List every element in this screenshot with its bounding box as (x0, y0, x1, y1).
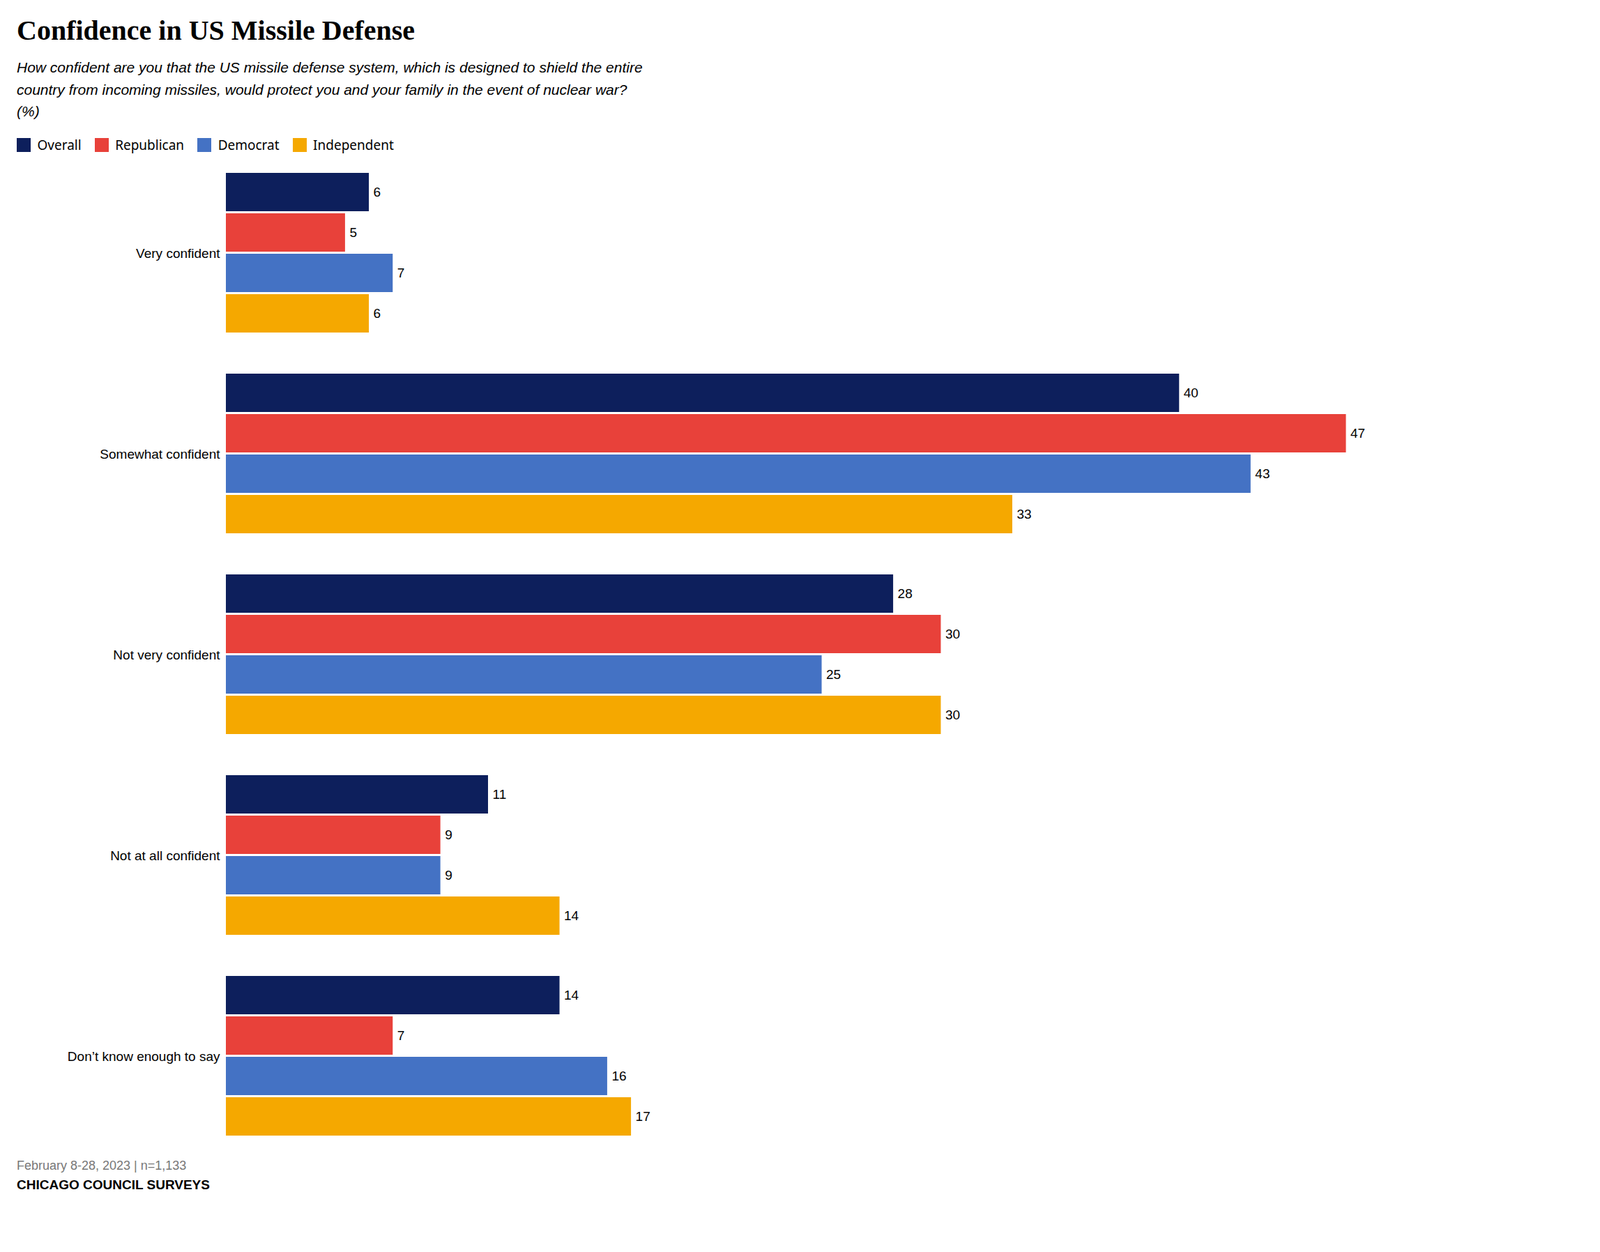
html-text:Confidence in US Missile Defen: Confidence in US Missile Defense (16, 14, 415, 47)
svg-text:9: 9 (444, 867, 453, 883)
html-text:February 8-28, 2023 | n=1,133: February 8-28, 2023 | n=1,133 (16, 1158, 187, 1173)
svg-text:40: 40 (1183, 385, 1199, 401)
svg-text:9: 9 (444, 827, 453, 843)
svg-text:17: 17 (635, 1109, 651, 1124)
svg-text:16: 16 (611, 1068, 627, 1084)
svg-text:Not very confident: Not very confident (112, 647, 221, 663)
svg-text:30: 30 (945, 707, 960, 723)
html-text:Independent: Independent (313, 135, 394, 155)
svg-text:25: 25 (826, 667, 841, 682)
svg-text:47: 47 (1350, 425, 1366, 441)
svg-text:6: 6 (373, 306, 382, 321)
svg-text:7: 7 (397, 265, 406, 281)
svg-text:Don’t know enough to say: Don’t know enough to say (67, 1049, 221, 1064)
svg-text:5: 5 (349, 225, 357, 240)
svg-text:14: 14 (564, 908, 580, 924)
html-text:CHICAGO COUNCIL SURVEYS: CHICAGO COUNCIL SURVEYS (16, 1177, 210, 1193)
svg-text:11: 11 (492, 787, 507, 802)
svg-text:43: 43 (1254, 466, 1270, 482)
svg-text:Very confident: Very confident (135, 246, 221, 261)
svg-text:33: 33 (1017, 506, 1032, 522)
html-text:Republican: Republican (115, 135, 185, 155)
svg-text:Somewhat confident: Somewhat confident (99, 446, 221, 462)
svg-text:7: 7 (397, 1028, 406, 1043)
svg-text:6: 6 (373, 184, 382, 200)
svg-text:28: 28 (897, 586, 913, 601)
svg-text:14: 14 (564, 987, 580, 1003)
html-text:Overall: Overall (37, 135, 82, 155)
svg-text:30: 30 (945, 626, 960, 642)
html-text:How confident are you that the: How confident are you that the US missil… (16, 59, 643, 120)
svg-text:Not at all confident: Not at all confident (110, 848, 221, 864)
html-text:Democrat: Democrat (217, 135, 280, 155)
